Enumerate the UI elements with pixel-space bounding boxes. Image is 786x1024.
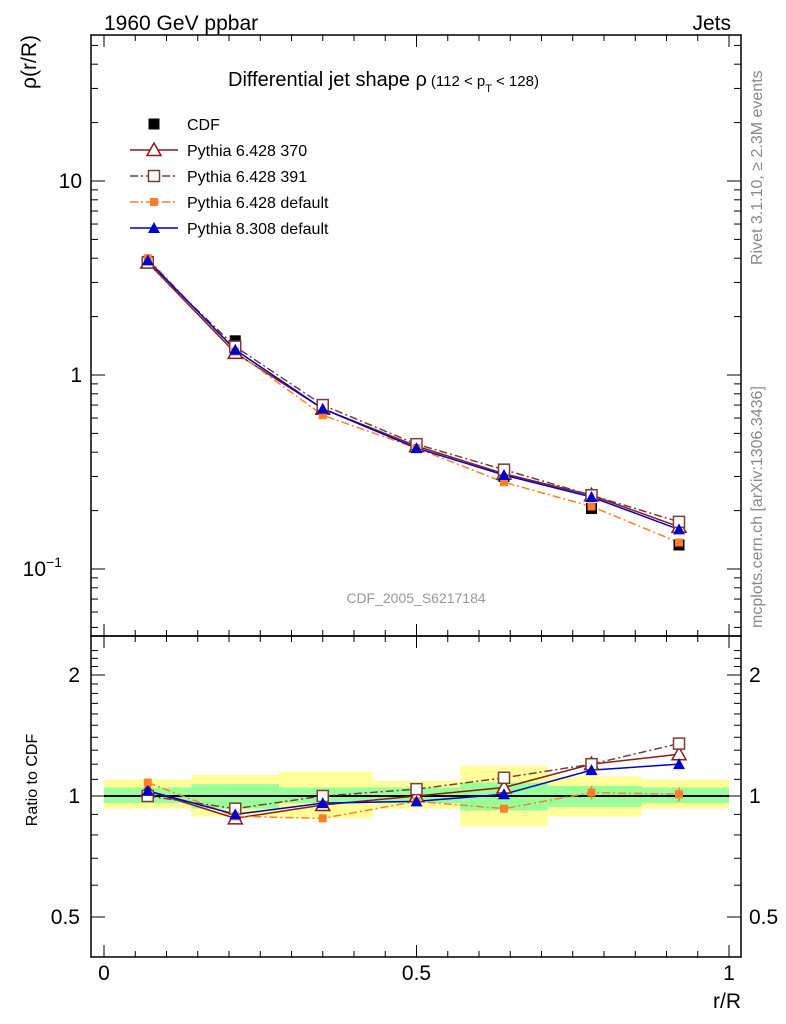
- ratio-point: [587, 788, 596, 797]
- series-pythia-8-308-default: [147, 259, 680, 531]
- ratio-point: [498, 788, 510, 800]
- legend-marker: [148, 222, 160, 233]
- ratio-point: [673, 758, 685, 770]
- data-point: [410, 442, 423, 454]
- ratio-point: [585, 764, 598, 776]
- ratio-point: [497, 771, 511, 785]
- ratio-ytick-label-right: 2: [749, 664, 761, 687]
- legend-label: Pythia 6.428 391: [187, 169, 307, 186]
- data-point: [316, 402, 329, 414]
- ratio-ytick-label-right: 1: [749, 785, 761, 808]
- xlabel: r/R: [713, 990, 741, 1013]
- legend-marker: [147, 169, 161, 183]
- legend-label: Pythia 6.428 default: [187, 195, 329, 212]
- ratio-point: [500, 804, 508, 813]
- rivet-label: Rivet 3.1.10, ≥ 2.3M events: [749, 70, 766, 265]
- legend-item: CDF: [148, 117, 220, 134]
- ratio-point: [229, 808, 242, 820]
- header-left: 1960 GeV ppbar: [104, 12, 258, 35]
- ratio-point: [672, 737, 686, 750]
- series-pythia-6-428-370: [147, 262, 680, 528]
- ratio-point: [675, 790, 683, 799]
- series-pythia-6-428-391: [147, 261, 680, 523]
- xtick-label: 0: [98, 962, 110, 985]
- ratio-plot-series: [139, 737, 688, 825]
- main-plot-series: [139, 253, 688, 551]
- xtick-label: 1: [723, 962, 735, 985]
- ratio-point: [318, 814, 327, 823]
- mcplots-label: mcplots.cern.ch [arXiv:1306.3436]: [749, 386, 766, 628]
- legend-marker: [148, 118, 160, 130]
- series-line: [147, 262, 680, 528]
- ytick-label-10: 10: [59, 170, 82, 193]
- ratio-ytick-label: 0.5: [51, 906, 80, 929]
- legend-item: Pythia 6.428 370: [130, 141, 307, 160]
- analysis-watermark: CDF_2005_S6217184: [346, 590, 486, 606]
- ratio-point: [410, 782, 423, 796]
- ratio-ytick-label: 1: [68, 785, 80, 808]
- main-plot-axes: [91, 35, 741, 636]
- main-title: Differential jet shape ρ (112 < pT < 128): [228, 69, 539, 95]
- legend-marker: [145, 141, 163, 157]
- ratio-plot-axes: 0.5 0.5 1 1 2 2 0 0.5 1: [51, 636, 778, 985]
- legend: CDF Pythia 6.428 370 Pythia 6.428 391 Pythi…: [130, 117, 329, 238]
- data-point: [585, 491, 598, 503]
- data-point: [587, 502, 596, 511]
- legend-item: Pythia 6.428 default: [130, 195, 329, 212]
- main-ylabel: ρ(r/R): [18, 35, 41, 89]
- ratio-point: [410, 795, 423, 807]
- xtick-label: 0.5: [402, 962, 431, 985]
- ratio-ytick-label-right: 0.5: [749, 906, 778, 929]
- data-point: [229, 343, 242, 355]
- legend-label: Pythia 8.308 default: [187, 221, 329, 238]
- data-point: [498, 469, 510, 481]
- legend-item: Pythia 8.308 default: [130, 221, 329, 238]
- legend-item: Pythia 6.428 391: [130, 169, 307, 186]
- series-line: [147, 259, 680, 531]
- ytick-label-1: 1: [70, 364, 82, 387]
- data-point: [141, 254, 154, 266]
- series-line: [147, 261, 680, 523]
- ratio-ytick-label: 2: [68, 664, 80, 687]
- legend-label: Pythia 6.428 370: [187, 143, 307, 160]
- ratio-ylabel: Ratio to CDF: [24, 734, 41, 827]
- data-point: [673, 523, 685, 535]
- ratio-point: [141, 784, 154, 796]
- ratio-point: [316, 797, 329, 809]
- legend-label: CDF: [187, 117, 220, 134]
- ratio-point: [143, 778, 152, 787]
- ytick-label-0.1: 10−1: [23, 554, 63, 581]
- legend-marker: [150, 198, 158, 206]
- header-right: Jets: [692, 12, 731, 35]
- data-point: [318, 411, 327, 420]
- data-point: [675, 538, 683, 547]
- data-point: [500, 478, 508, 487]
